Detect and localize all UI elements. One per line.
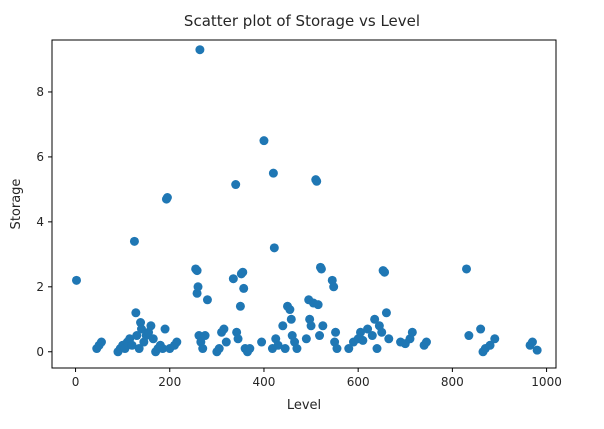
scatter-point [292, 344, 302, 354]
scatter-point [235, 301, 245, 311]
scatter-point [462, 264, 472, 274]
y-tick-label: 8 [36, 85, 44, 99]
scatter-point [245, 344, 255, 354]
scatter-point [193, 282, 203, 292]
scatter-point [239, 283, 249, 293]
y-tick-label: 2 [36, 280, 44, 294]
scatter-point [301, 334, 311, 344]
scatter-point [490, 334, 500, 344]
scatter-point [134, 344, 144, 354]
scatter-point [219, 324, 229, 334]
scatter-point [162, 193, 172, 203]
y-tick-label: 0 [36, 345, 44, 359]
scatter-point [273, 340, 283, 350]
x-tick-label: 600 [347, 375, 370, 389]
scatter-point [158, 344, 168, 354]
scatter-point [370, 314, 380, 324]
x-axis-label: Level [287, 398, 321, 413]
scatter-point [172, 337, 182, 347]
scatter-point [313, 300, 323, 310]
scatter-point [127, 340, 137, 350]
scatter-point [331, 327, 341, 337]
scatter-point [131, 308, 141, 318]
scatter-point [228, 274, 238, 284]
scatter-point [377, 327, 387, 337]
scatter-point [329, 282, 339, 292]
scatter-point [363, 324, 373, 334]
scatter-point [358, 335, 368, 345]
scatter-point [71, 275, 81, 285]
y-axis-ticks: 0 2 4 6 8 [36, 85, 52, 359]
scatter-point [257, 337, 267, 347]
scatter-point [527, 337, 537, 347]
scatter-point [380, 267, 390, 277]
scatter-point [96, 337, 106, 347]
x-tick-label: 400 [253, 375, 276, 389]
scatter-point [306, 321, 316, 331]
scatter-point [160, 324, 170, 334]
scatter-point [278, 321, 288, 331]
scatter-point [269, 243, 279, 253]
x-tick-label: 0 [72, 375, 80, 389]
scatter-point [202, 295, 212, 305]
scatter-point [312, 176, 322, 186]
scatter-point [214, 344, 224, 354]
scatter-point [136, 324, 146, 334]
scatter-point [238, 267, 248, 277]
scatter-point [259, 136, 269, 146]
y-tick-label: 6 [36, 150, 44, 164]
scatter-point [476, 324, 486, 334]
scatter-point [372, 344, 382, 354]
data-points [71, 45, 542, 357]
scatter-point [129, 236, 139, 246]
scatter-point [198, 344, 208, 354]
scatter-point [332, 344, 342, 354]
scatter-point [200, 331, 210, 341]
scatter-point [233, 334, 243, 344]
scatter-point [195, 45, 205, 55]
scatter-point [421, 337, 431, 347]
x-tick-label: 1000 [531, 375, 562, 389]
scatter-point [221, 337, 231, 347]
scatter-point [132, 331, 142, 341]
scatter-point [356, 327, 366, 337]
scatter-point [381, 308, 391, 318]
scatter-point [344, 344, 354, 354]
scatter-point [315, 331, 325, 341]
scatter-point [485, 340, 495, 350]
scatter-point [318, 321, 328, 331]
scatter-point [384, 334, 394, 344]
y-tick-label: 4 [36, 215, 44, 229]
y-axis-label: Storage [9, 179, 24, 230]
scatter-point [464, 331, 474, 341]
plot-area [51, 39, 557, 369]
scatter-point [407, 327, 417, 337]
scatter-point [148, 334, 158, 344]
scatter-point [367, 331, 377, 341]
scatter-point [231, 180, 241, 190]
scatter-point [192, 266, 202, 276]
scatter-point [268, 168, 278, 178]
scatter-point [286, 314, 296, 324]
x-axis-ticks: 0 200 400 600 800 1000 [72, 368, 562, 389]
scatter-point [316, 264, 326, 274]
scatter-point [146, 321, 156, 331]
chart-title: Scatter plot of Storage vs Level [184, 12, 420, 30]
scatter-point [532, 345, 542, 355]
scatter-point [285, 305, 295, 315]
scatter-point [280, 344, 290, 354]
x-tick-label: 800 [441, 375, 464, 389]
x-tick-label: 200 [158, 375, 181, 389]
